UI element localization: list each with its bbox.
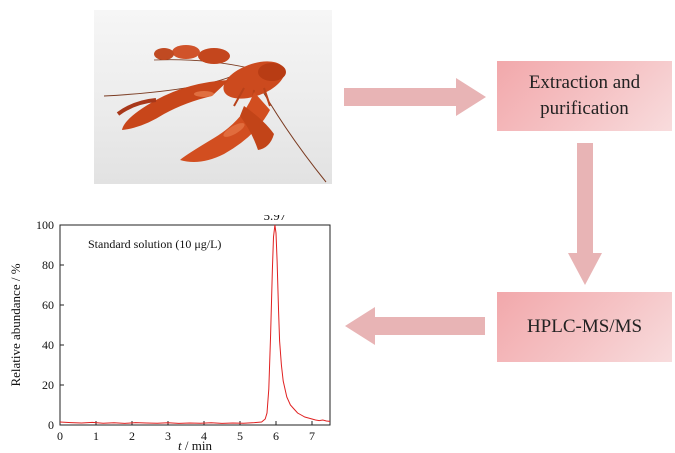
x-axis-label: t / min xyxy=(178,438,212,453)
arrow-down xyxy=(568,143,602,285)
y-tick-label: 100 xyxy=(36,218,54,232)
extraction-purification-box: Extraction and purification xyxy=(497,61,672,131)
x-tick-label: 3 xyxy=(165,429,171,443)
y-tick-label: 0 xyxy=(48,418,54,432)
chromatogram-trace xyxy=(60,225,330,423)
y-tick-label: 60 xyxy=(42,298,54,312)
chart-title: Standard solution (10 μg/L) xyxy=(88,237,221,251)
crayfish-photo xyxy=(94,10,332,184)
arrow-left xyxy=(345,307,485,345)
peak-label: 5.97 xyxy=(264,215,287,223)
arrow-right xyxy=(344,78,486,116)
y-tick-label: 80 xyxy=(42,258,54,272)
x-tick-label: 1 xyxy=(93,429,99,443)
step2-label: HPLC-MS/MS xyxy=(527,314,642,340)
x-tick-label: 7 xyxy=(309,429,315,443)
hplc-msms-box: HPLC-MS/MS xyxy=(497,292,672,362)
crayfish-icon xyxy=(94,10,332,184)
chromatogram-chart: Standard solution (10 μg/L) 5.97 t / min… xyxy=(0,215,340,453)
x-tick-label: 4 xyxy=(201,429,207,443)
y-axis-label: Relative abundance / % xyxy=(8,263,23,386)
y-tick-label: 20 xyxy=(42,378,54,392)
x-tick-label: 2 xyxy=(129,429,135,443)
x-tick-label: 0 xyxy=(57,429,63,443)
x-tick-label: 5 xyxy=(237,429,243,443)
step1-label: Extraction and purification xyxy=(497,70,672,122)
y-tick-label: 40 xyxy=(42,338,54,352)
plot-frame xyxy=(60,225,330,425)
x-tick-label: 6 xyxy=(273,429,279,443)
